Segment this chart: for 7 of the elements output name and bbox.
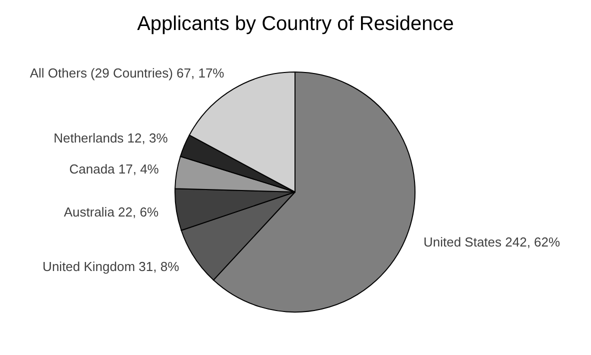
slice-label: United Kingdom 31, 8%	[42, 258, 180, 274]
slice-label: United States 242, 62%	[423, 234, 561, 250]
slice-label: All Others (29 Countries) 67, 17%	[30, 66, 225, 81]
slice-label: Australia 22, 6%	[64, 204, 159, 220]
slice-label: Netherlands 12, 3%	[54, 130, 168, 146]
slice-label: Canada 17, 4%	[69, 161, 160, 176]
chart-title: Applicants by Country of Residence	[137, 13, 454, 35]
